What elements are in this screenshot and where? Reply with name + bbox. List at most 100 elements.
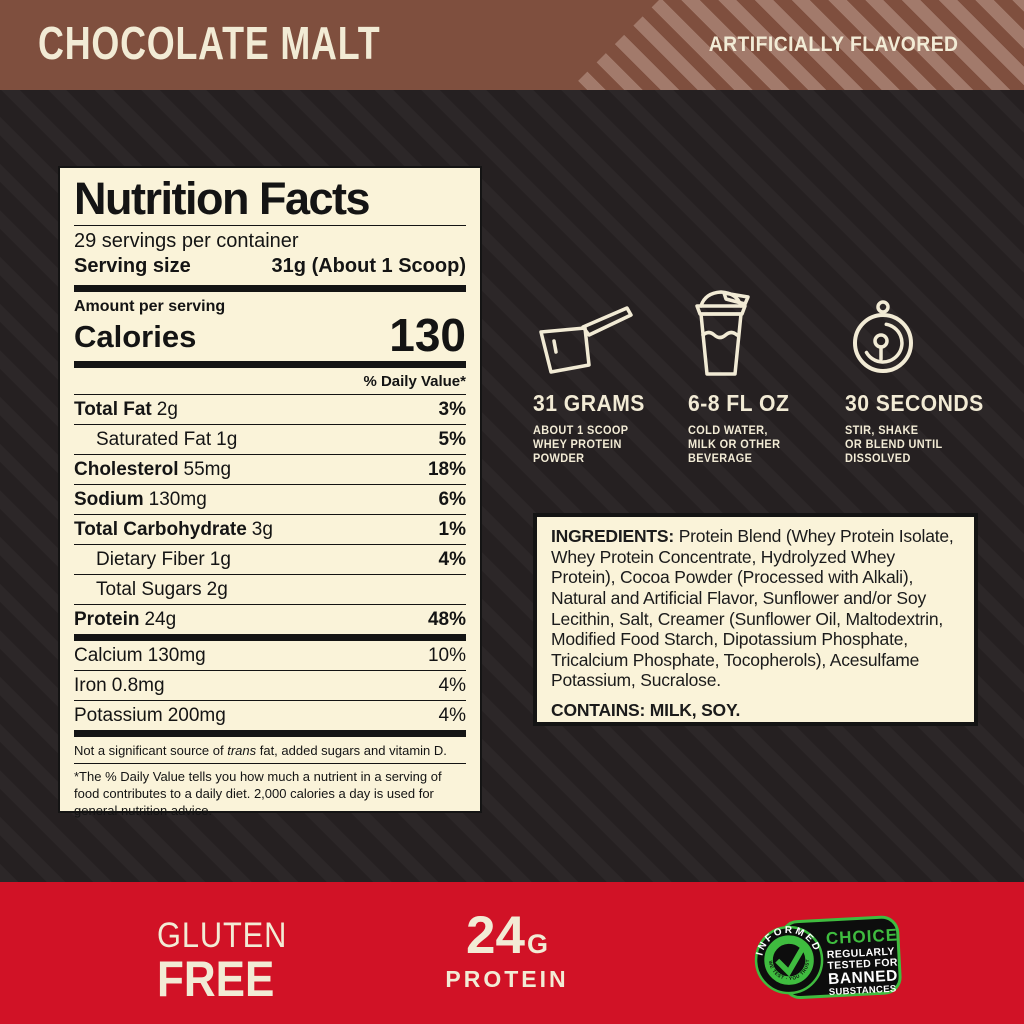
direction-line: STIR, SHAKE [845, 425, 919, 437]
trans-italic: trans [227, 742, 257, 758]
thick-divider [74, 360, 466, 368]
ingredients-text: INGREDIENTS: Protein Blend (Whey Protein… [551, 526, 960, 691]
nutrient-name: Iron [74, 674, 107, 696]
allergen-statement: CONTAINS: MILK, SOY. [551, 700, 741, 721]
direction-step-shaker: 6-8 FL OZ COLD WATER, MILK OR OTHER BEVE… [688, 284, 840, 466]
nutrient-cell: Total Carbohydrate 3g [74, 519, 273, 541]
nutrient-cell: Cholesterol 55mg [74, 459, 231, 481]
nutrient-name: Dietary Fiber [96, 548, 205, 570]
nutrient-name: Total Sugars [96, 578, 202, 600]
nutrient-row-cholesterol: Cholesterol 55mg 18% [74, 455, 466, 485]
badge-line: REGULARLY [827, 946, 896, 962]
nutrient-amount: 200mg [167, 704, 226, 726]
servings-per-container: 29 servings per container [74, 229, 299, 252]
protein-amount: 24G [442, 909, 572, 962]
nutrient-daily-value: 4% [438, 548, 466, 570]
header-stripes-decoration [569, 0, 1024, 90]
direction-line: ABOUT 1 SCOOP [533, 425, 629, 437]
ingredients-panel: INGREDIENTS: Protein Blend (Whey Protein… [533, 513, 978, 726]
nutrient-name: Total Carbohydrate [74, 518, 247, 540]
nutrient-row-total-carbohydrate: Total Carbohydrate 3g 1% [74, 515, 466, 545]
nutrient-name: Calcium [74, 644, 143, 666]
nutrient-amount: 2g [206, 578, 228, 600]
nutrient-daily-value: 3% [438, 398, 466, 420]
mineral-row-potassium: Potassium 200mg 4% [74, 701, 466, 730]
calories-row: Calories 130 [74, 308, 466, 361]
nutrient-cell: Potassium 200mg [74, 705, 226, 727]
nutrient-row-total-sugars: Total Sugars 2g [74, 575, 466, 605]
nutrient-amount: 1g [216, 428, 238, 450]
direction-line: POWDER [533, 453, 585, 466]
nutrient-name: Sodium [74, 488, 144, 510]
nutrient-daily-value: 5% [438, 428, 466, 450]
direction-line: DISSOLVED [845, 453, 911, 466]
nutrient-amount: 0.8mg [111, 674, 165, 696]
nutrient-daily-value: 10% [427, 644, 466, 666]
calories-value: 130 [389, 308, 466, 361]
serving-size-row: Serving size 31g (About 1 Scoop) [74, 253, 466, 285]
nutrient-cell: Saturated Fat 1g [74, 429, 237, 451]
nutrient-amount: 24g [144, 608, 177, 630]
badge-line: TESTED FOR [827, 956, 898, 972]
direction-line: COLD WATER, [688, 425, 768, 437]
ingredients-list: Protein Blend (Whey Protein Isolate, Whe… [551, 526, 954, 691]
nutrient-row-sodium: Sodium 130mg 6% [74, 485, 466, 515]
not-significant-note: Not a significant source of trans fat, a… [74, 737, 466, 764]
nutrient-amount: 3g [251, 518, 273, 540]
thick-divider [74, 729, 466, 737]
footer-band: GLUTEN FREE 24G PROTEIN INFORMED W [0, 882, 1024, 1024]
flavor-name: CHOCOLATE MALT [38, 16, 381, 69]
daily-value-footnote: *The % Daily Value tells you how much a … [74, 768, 442, 818]
nutrient-amount: 130mg [147, 644, 206, 666]
nutrient-row-dietary-fiber: Dietary Fiber 1g 4% [74, 545, 466, 575]
protein-grams: 24 [466, 906, 525, 965]
calories-label: Calories [74, 318, 197, 354]
nutrient-name: Protein [74, 608, 140, 630]
direction-title: 30 SECONDS [845, 390, 984, 416]
free-word: FREE [157, 951, 275, 1007]
ingredients-label: INGREDIENTS: [551, 526, 675, 546]
direction-step-stopwatch: 30 SECONDS STIR, SHAKE OR BLEND UNTIL DI… [845, 284, 997, 466]
nutrient-cell: Calcium 130mg [74, 645, 206, 667]
nutrient-name: Total Fat [74, 398, 152, 420]
nutrient-amount: 55mg [183, 458, 232, 480]
direction-line: WHEY PROTEIN [533, 439, 622, 452]
nutrient-amount: 2g [156, 398, 178, 420]
direction-line: MILK OR OTHER [688, 439, 781, 452]
nutrient-daily-value: 6% [438, 488, 466, 510]
serving-size-value: 31g (About 1 Scoop) [271, 254, 466, 277]
nutrient-daily-value: 18% [427, 458, 466, 480]
nutrient-amount: 130mg [148, 488, 207, 510]
gluten-word: GLUTEN [157, 916, 288, 955]
flavor-header-bar: CHOCOLATE MALT ARTIFICIALLY FLAVORED [0, 0, 1024, 90]
nutrient-row-saturated-fat: Saturated Fat 1g 5% [74, 425, 466, 455]
mineral-row-calcium: Calcium 130mg 10% [74, 641, 466, 671]
nutrient-row-protein: Protein 24g 48% [74, 605, 466, 634]
thick-divider [74, 284, 466, 292]
nutrient-cell: Protein 24g [74, 609, 176, 631]
note-text: fat, added sugars and vitamin D. [256, 742, 447, 758]
nutrient-cell: Dietary Fiber 1g [74, 549, 231, 571]
nutrient-daily-value: 1% [438, 518, 466, 540]
scoop-icon [533, 284, 685, 378]
nutrient-cell: Iron 0.8mg [74, 675, 165, 697]
nutrient-cell: Total Fat 2g [74, 399, 178, 421]
direction-line: OR BLEND UNTIL [845, 439, 943, 452]
protein-callout: 24G PROTEIN [442, 909, 572, 993]
informed-choice-badge: INFORMED WE TEST · YOU TRUST CHOICE REGU… [753, 908, 905, 1008]
badge-choice-text: CHOICE [825, 925, 898, 948]
protein-label: PROTEIN [445, 965, 569, 992]
nutrient-name: Cholesterol [74, 458, 179, 480]
direction-step-scoop: 31 GRAMS ABOUT 1 SCOOP WHEY PROTEIN POWD… [533, 284, 685, 466]
stopwatch-icon [845, 284, 997, 378]
mineral-row-iron: Iron 0.8mg 4% [74, 671, 466, 701]
nutrient-row-total-fat: Total Fat 2g 3% [74, 395, 466, 425]
nutrition-facts-title: Nutrition Facts [74, 176, 466, 226]
gluten-free-claim: GLUTEN FREE [157, 916, 305, 1007]
thick-divider [74, 633, 466, 641]
note-text: Not a significant source of [74, 742, 228, 758]
nutrient-daily-value: 48% [427, 608, 466, 630]
nutrient-name: Saturated Fat [96, 428, 212, 450]
nutrient-amount: 1g [209, 548, 231, 570]
